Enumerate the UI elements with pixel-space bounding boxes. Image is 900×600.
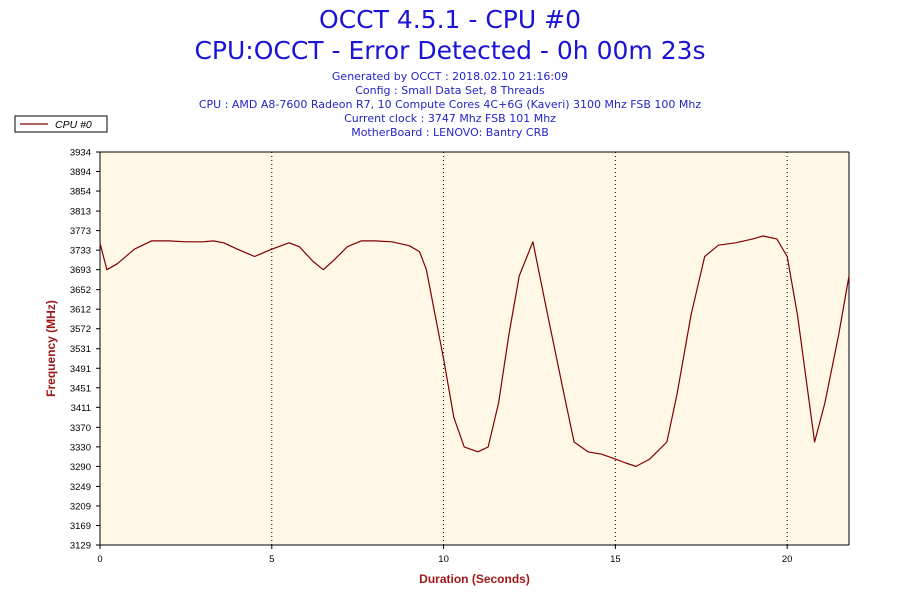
plot-area	[100, 152, 849, 545]
x-tick-label: 15	[610, 554, 621, 565]
x-tick-label: 20	[782, 554, 793, 565]
x-tick-label: 0	[97, 554, 102, 565]
chart-title: OCCT 4.5.1 - CPU #0	[319, 5, 581, 34]
y-tick-label: 3370	[70, 423, 91, 434]
y-tick-label: 3813	[70, 207, 91, 218]
info-motherboard: MotherBoard : LENOVO: Bantry CRB	[351, 126, 549, 139]
info-generated: Generated by OCCT : 2018.02.10 21:16:09	[331, 70, 569, 83]
y-tick-label: 3612	[70, 305, 91, 316]
y-tick-label: 3209	[70, 501, 91, 512]
y-tick-label: 3491	[70, 364, 91, 375]
y-tick-label: 3249	[70, 482, 91, 493]
y-tick-label: 3129	[70, 541, 91, 552]
y-tick-label: 3652	[70, 285, 91, 296]
info-current-clock: Current clock : 3747 Mhz FSB 101 Mhz	[344, 112, 556, 125]
y-tick-label: 3773	[70, 226, 91, 237]
y-axis-title: Frequency (MHz)	[44, 300, 58, 397]
y-tick-label: 3451	[70, 383, 91, 394]
y-tick-label: 3934	[70, 148, 91, 159]
x-axis-title: Duration (Seconds)	[419, 572, 530, 586]
y-tick-label: 3169	[70, 521, 91, 532]
info-config: Config : Small Data Set, 8 Threads	[355, 84, 545, 97]
y-tick-label: 3531	[70, 344, 91, 355]
chart-subtitle: CPU:OCCT - Error Detected - 0h 00m 23s	[194, 36, 706, 65]
y-tick-label: 3572	[70, 324, 91, 335]
legend-label: CPU #0	[55, 119, 92, 131]
x-tick-label: 10	[438, 554, 449, 565]
series-line-cpu0	[99, 235, 850, 467]
legend-box	[14, 115, 108, 133]
y-tick-label: 3330	[70, 442, 91, 453]
y-tick-label: 3894	[70, 167, 91, 178]
y-tick-label: 3290	[70, 462, 91, 473]
x-tick-label: 5	[269, 554, 274, 565]
y-tick-label: 3693	[70, 265, 91, 276]
y-tick-label: 3854	[70, 187, 91, 198]
y-tick-label: 3411	[71, 403, 91, 414]
y-tick-label: 3733	[70, 246, 91, 257]
info-cpu: CPU : AMD A8-7600 Radeon R7, 10 Compute …	[198, 98, 702, 111]
